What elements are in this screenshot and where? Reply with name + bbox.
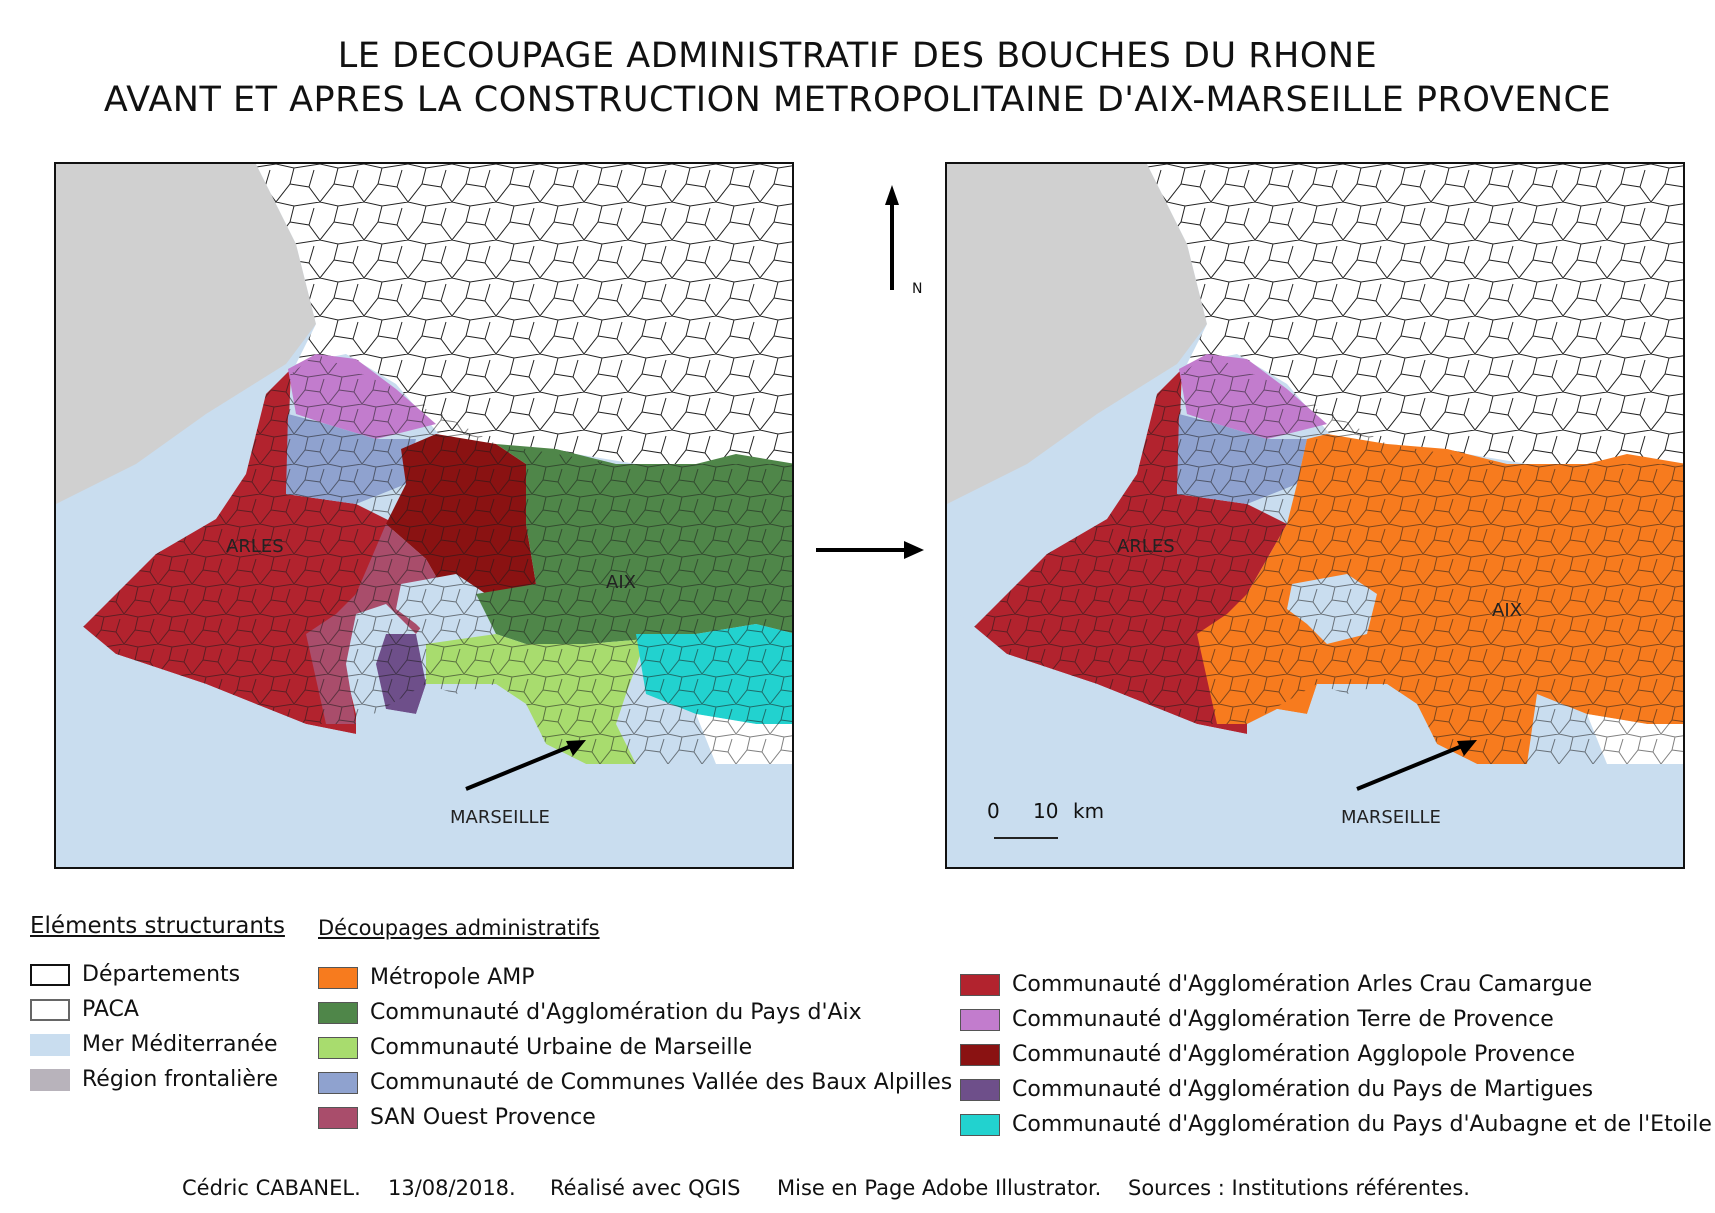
legend-swatch	[318, 1107, 358, 1129]
legend-label: Mer Méditerranée	[82, 1032, 278, 1057]
legend-label: Communauté d'Agglomération du Pays d'Aix	[370, 1000, 862, 1025]
map-after-canvas	[947, 164, 1683, 867]
legend-label: Communauté d'Agglomération Agglopole Pro…	[1012, 1042, 1575, 1067]
footer-author: Cédric CABANEL.	[182, 1176, 361, 1200]
legend-label: Communauté d'Agglomération du Pays de Ma…	[1012, 1077, 1594, 1102]
commune-boundaries	[957, 354, 1683, 764]
map-before-canvas	[56, 164, 792, 867]
sea-coast	[56, 604, 792, 867]
label-arles: ARLES	[1117, 536, 1175, 557]
legend-structuring-title: Eléments structurants	[30, 913, 285, 939]
legend-label: Communauté d'Agglomération du Pays d'Aub…	[1012, 1112, 1712, 1137]
legend-label: PACA	[82, 997, 139, 1022]
title-line-1: LE DECOUPAGE ADMINISTRATIF DES BOUCHES D…	[337, 36, 1378, 76]
label-aix: AIX	[606, 572, 636, 593]
scale-unit: km	[1073, 799, 1105, 823]
border-region-west	[947, 164, 1207, 504]
legend-swatch	[30, 1069, 70, 1091]
paca-boundaries	[1147, 164, 1683, 474]
label-marseille: MARSEILLE	[1341, 807, 1441, 828]
map-before: ARLES AIX MARSEILLE	[54, 162, 794, 869]
marseille-pointer-head	[566, 740, 586, 756]
scale-ten: 10	[1033, 799, 1059, 823]
footer-layout: Mise en Page Adobe Illustrator.	[777, 1176, 1102, 1200]
label-aix: AIX	[1492, 600, 1522, 621]
label-arles: ARLES	[226, 536, 284, 557]
legend-label: Départements	[82, 962, 241, 987]
legend-swatch	[318, 1037, 358, 1059]
legend-swatch	[960, 1009, 1000, 1031]
paca-boundaries	[256, 164, 792, 474]
legend-swatch	[30, 964, 70, 986]
legend-swatch	[318, 1002, 358, 1024]
label-marseille: MARSEILLE	[450, 807, 550, 828]
legend-swatch	[30, 999, 70, 1021]
marseille-pointer-head	[1457, 740, 1477, 756]
legend-swatch	[960, 1114, 1000, 1136]
legend-label: Communauté d'Agglomération Terre de Prov…	[1012, 1007, 1554, 1032]
legend-admin-title: Découpages administratifs	[318, 916, 600, 940]
legend-label: Communauté d'Agglomération Arles Crau Ca…	[1012, 972, 1593, 997]
scale-zero: 0	[987, 799, 1000, 823]
marseille-pointer-line	[1356, 742, 1468, 791]
legend-swatch	[30, 1034, 70, 1056]
border-region-west	[56, 164, 316, 504]
north-arrow: N	[882, 185, 922, 299]
legend-swatch	[960, 1044, 1000, 1066]
map-after: ARLES AIX MARSEILLE 0 10 km	[945, 162, 1685, 869]
legend-swatch	[318, 967, 358, 989]
legend-swatch	[318, 1072, 358, 1094]
scale-line	[994, 837, 1058, 839]
marseille-pointer-line	[465, 742, 577, 791]
footer-software: Réalisé avec QGIS	[550, 1176, 741, 1200]
sea-coast	[947, 604, 1683, 867]
legend-label: Région frontalière	[82, 1067, 278, 1092]
legend-swatch	[960, 1079, 1000, 1101]
north-label: N	[912, 281, 923, 297]
legend-label: Métropole AMP	[370, 965, 535, 990]
footer-date: 13/08/2018.	[388, 1176, 516, 1200]
legend-label: Communauté de Communes Vallée des Baux A…	[370, 1070, 953, 1095]
legend-label: SAN Ouest Provence	[370, 1105, 596, 1130]
legend-swatch	[960, 974, 1000, 996]
title-line-2: AVANT ET APRES LA CONSTRUCTION METROPOLI…	[103, 80, 1612, 120]
legend-label: Communauté Urbaine de Marseille	[370, 1035, 753, 1060]
footer-sources: Sources : Institutions référentes.	[1128, 1176, 1470, 1200]
north-arrow-icon	[885, 185, 899, 290]
before-after-arrow	[816, 541, 924, 559]
commune-boundaries	[66, 354, 792, 764]
